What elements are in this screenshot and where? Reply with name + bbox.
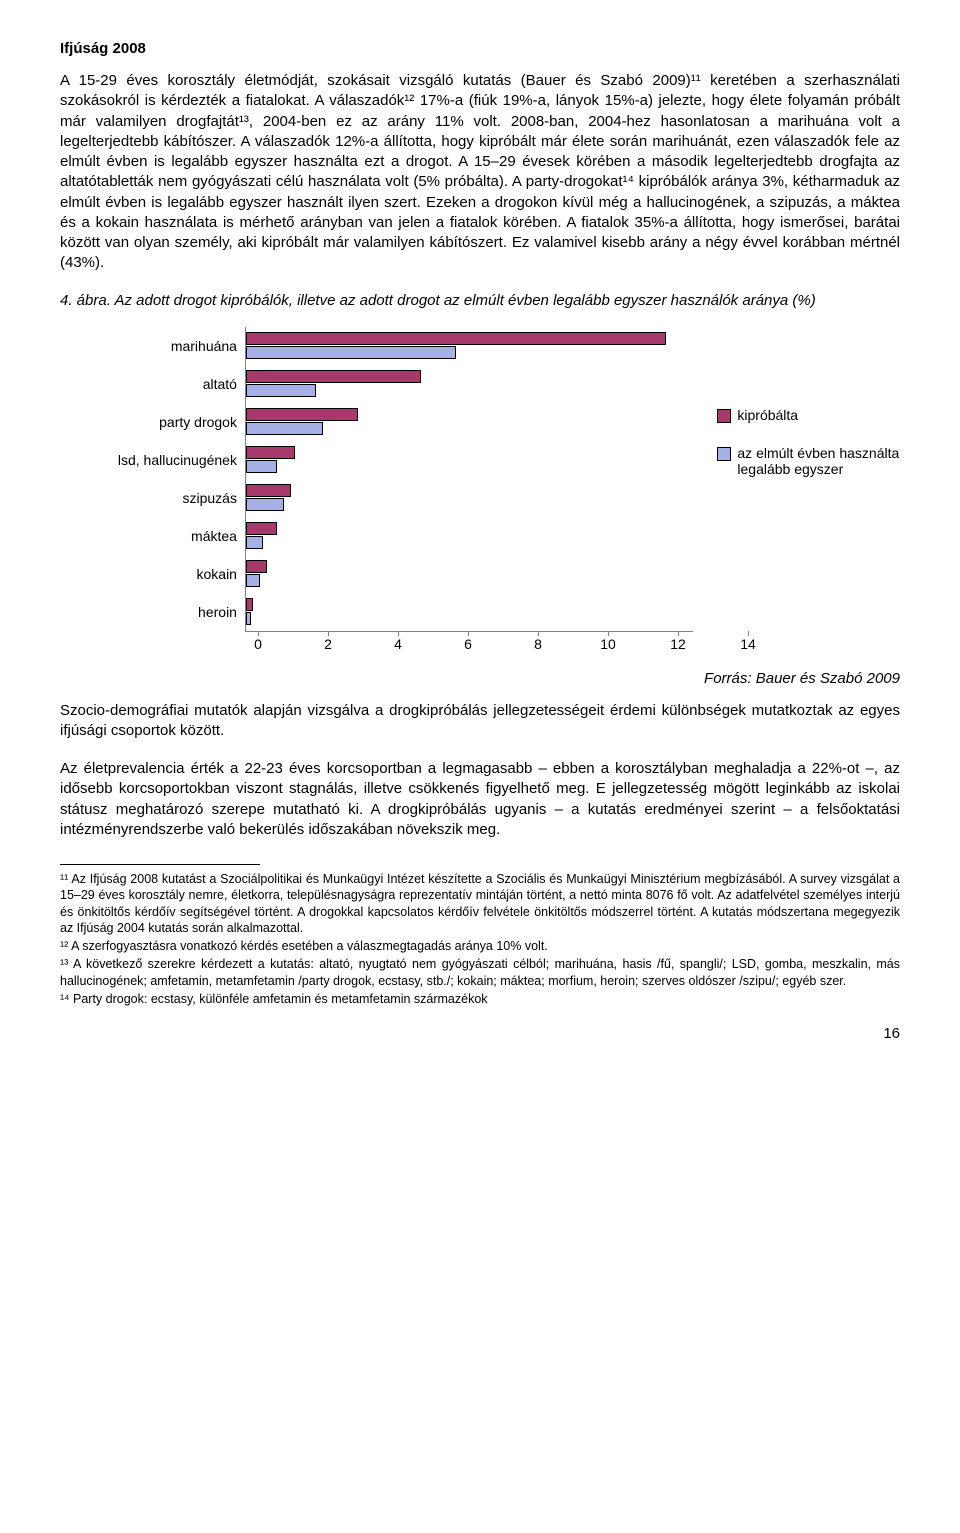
chart-category-label: kokain	[100, 555, 237, 593]
bar-group	[246, 593, 693, 631]
bar-group	[246, 327, 693, 365]
xtick-label: 0	[254, 636, 262, 652]
bar-group	[246, 555, 693, 593]
xtick-label: 8	[534, 636, 542, 652]
figure-caption: 4. ábra. Az adott drogot kipróbálók, ill…	[60, 292, 900, 309]
bar	[246, 560, 267, 573]
xtick-label: 10	[600, 636, 616, 652]
bar	[246, 574, 260, 587]
xtick-label: 12	[670, 636, 686, 652]
bar-group	[246, 365, 693, 403]
page-number: 16	[60, 1025, 900, 1042]
bar	[246, 598, 253, 611]
xtick-label: 14	[740, 636, 756, 652]
bar	[246, 370, 421, 383]
chart-category-label: marihuána	[100, 327, 237, 365]
footnote-13: ¹³ A következő szerekre kérdezett a kuta…	[60, 956, 900, 989]
bar	[246, 332, 666, 345]
chart-y-labels: marihuánaaltatóparty drogoklsd, hallucin…	[100, 327, 245, 631]
drug-chart: marihuánaaltatóparty drogoklsd, hallucin…	[100, 327, 900, 656]
chart-category-label: heroin	[100, 593, 237, 631]
bar	[246, 422, 323, 435]
bar	[246, 460, 278, 473]
bar	[246, 484, 292, 497]
bar-group	[246, 403, 693, 441]
chart-category-label: lsd, hallucinugének	[100, 441, 237, 479]
bar-group	[246, 479, 693, 517]
bar	[246, 612, 251, 625]
legend-swatch	[717, 409, 731, 423]
bar-group	[246, 441, 693, 479]
xtick-label: 2	[324, 636, 332, 652]
footnote-12: ¹² A szerfogyasztásra vonatkozó kérdés e…	[60, 938, 900, 954]
chart-category-label: szipuzás	[100, 479, 237, 517]
chart-plot-area	[245, 327, 693, 632]
chart-legend: kipróbálta az elmúlt évben használta leg…	[717, 407, 900, 499]
bar	[246, 384, 316, 397]
chart-category-label: altató	[100, 365, 237, 403]
legend-item-tried: kipróbálta	[717, 407, 900, 423]
legend-label: az elmúlt évben használta legalább egysz…	[737, 445, 900, 477]
bar	[246, 522, 278, 535]
xtick-label: 6	[464, 636, 472, 652]
legend-swatch	[717, 447, 731, 461]
chart-x-axis: 02468101214	[258, 632, 748, 656]
bar	[246, 498, 285, 511]
bar	[246, 536, 264, 549]
footnotes: ¹¹ Az Ifjúság 2008 kutatást a Szociálpol…	[60, 871, 900, 1007]
legend-item-used: az elmúlt évben használta legalább egysz…	[717, 445, 900, 477]
paragraph-1: A 15-29 éves korosztály életmódját, szok…	[60, 71, 900, 274]
chart-category-label: party drogok	[100, 403, 237, 441]
bar	[246, 408, 358, 421]
footnote-14: ¹⁴ Party drogok: ecstasy, különféle amfe…	[60, 991, 900, 1007]
chart-source: Forrás: Bauer és Szabó 2009	[60, 670, 900, 687]
footnote-11: ¹¹ Az Ifjúság 2008 kutatást a Szociálpol…	[60, 871, 900, 936]
bar	[246, 446, 295, 459]
legend-label: kipróbálta	[737, 407, 798, 423]
bar	[246, 346, 456, 359]
paragraph-2: Szocio-demográfiai mutatók alapján vizsg…	[60, 701, 900, 742]
paragraph-3: Az életprevalencia érték a 22-23 éves ko…	[60, 759, 900, 840]
bar-group	[246, 517, 693, 555]
section-title: Ifjúság 2008	[60, 40, 900, 57]
chart-category-label: máktea	[100, 517, 237, 555]
footnote-separator	[60, 864, 260, 865]
xtick-label: 4	[394, 636, 402, 652]
